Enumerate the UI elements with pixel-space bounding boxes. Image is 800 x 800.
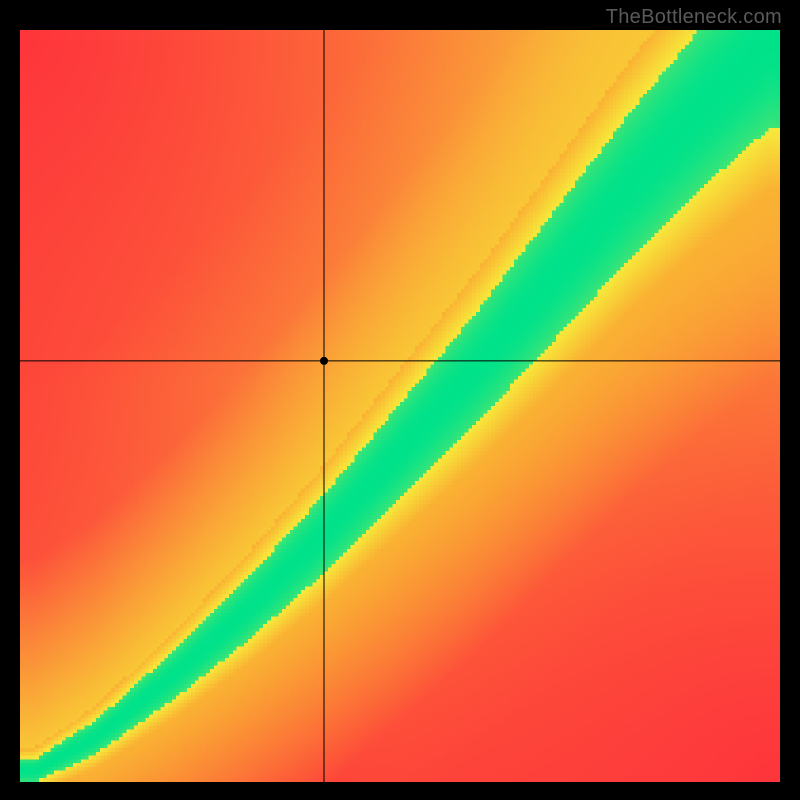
heatmap-canvas bbox=[20, 30, 780, 782]
watermark-text: TheBottleneck.com bbox=[606, 6, 782, 29]
plot-area bbox=[20, 30, 780, 782]
chart-container: TheBottleneck.com bbox=[0, 0, 800, 800]
